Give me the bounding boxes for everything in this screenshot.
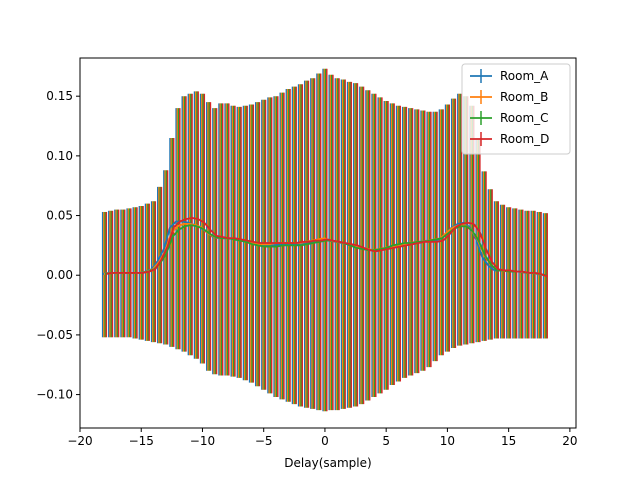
x-axis-label: Delay(sample) xyxy=(284,456,371,470)
axes-frame xyxy=(79,57,577,429)
series-lines-layer xyxy=(102,217,548,278)
x-tick-label: 10 xyxy=(440,434,455,448)
x-tick-label: 5 xyxy=(382,434,390,448)
legend-item-room-c: Room_C xyxy=(470,111,549,125)
legend-label: Room_B xyxy=(500,90,548,104)
legend-item-room-b: Room_B xyxy=(470,90,548,104)
x-tick-label: −15 xyxy=(129,434,154,448)
y-tick-label: −0.10 xyxy=(36,388,73,402)
series-line-room-d xyxy=(106,217,548,278)
y-axis-ticks: −0.10 −0.05 0.00 0.05 0.10 0.15 xyxy=(36,89,80,402)
x-tick-label: −5 xyxy=(255,434,273,448)
legend-item-room-a: Room_A xyxy=(470,69,549,83)
x-tick-label: 15 xyxy=(501,434,516,448)
y-tick-label: 0.00 xyxy=(46,268,73,282)
y-tick-label: −0.05 xyxy=(36,328,73,342)
x-tick-label: −10 xyxy=(190,434,215,448)
legend-box xyxy=(461,63,571,155)
y-tick-label: 0.05 xyxy=(46,209,73,223)
legend-label: Room_C xyxy=(500,111,549,125)
x-tick-label: 0 xyxy=(321,434,329,448)
y-tick-label: 0.15 xyxy=(46,89,73,103)
x-tick-label: 20 xyxy=(562,434,577,448)
y-tick-label: 0.10 xyxy=(46,149,73,163)
x-tick-label: −20 xyxy=(67,434,92,448)
legend-label: Room_D xyxy=(500,132,549,146)
legend-item-room-d: Room_D xyxy=(470,132,549,146)
plot-area xyxy=(101,68,548,412)
legend-label: Room_A xyxy=(500,69,549,83)
legend: Room_A Room_B Room_C Room_D xyxy=(461,63,571,155)
x-axis-ticks: −20 −15 −10 −5 0 5 10 15 20 xyxy=(67,428,578,448)
series-line-room-c xyxy=(104,224,547,277)
